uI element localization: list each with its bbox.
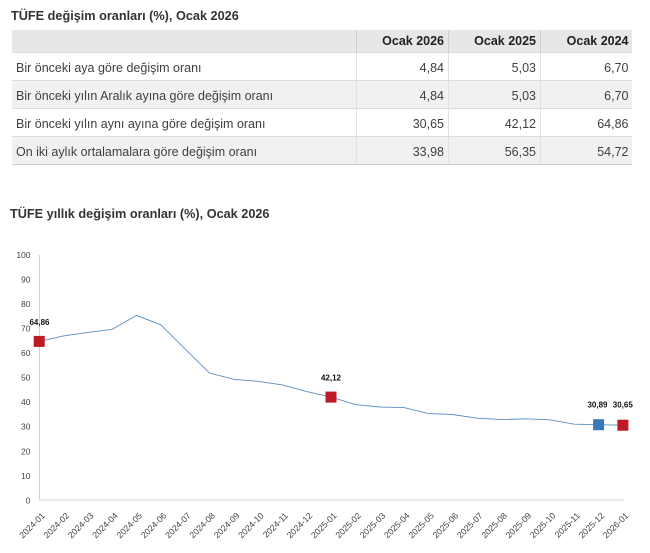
svg-text:64,86: 64,86 xyxy=(29,318,50,327)
svg-text:2024-12: 2024-12 xyxy=(285,510,315,540)
svg-text:2025-07: 2025-07 xyxy=(455,510,485,540)
svg-text:30,89: 30,89 xyxy=(587,400,608,409)
svg-text:2025-01: 2025-01 xyxy=(309,510,339,540)
svg-text:2025-02: 2025-02 xyxy=(333,510,363,540)
svg-text:90: 90 xyxy=(21,275,31,285)
svg-text:80: 80 xyxy=(21,299,31,309)
svg-text:2025-05: 2025-05 xyxy=(406,510,436,540)
svg-text:2024-04: 2024-04 xyxy=(90,510,120,540)
svg-text:2026-01: 2026-01 xyxy=(601,510,631,540)
svg-text:2024-08: 2024-08 xyxy=(187,510,217,540)
svg-text:2024-02: 2024-02 xyxy=(41,510,71,540)
svg-text:70: 70 xyxy=(21,324,31,334)
svg-text:2025-03: 2025-03 xyxy=(358,510,388,540)
svg-text:42,12: 42,12 xyxy=(321,373,342,382)
svg-text:2024-05: 2024-05 xyxy=(114,510,144,540)
svg-text:10: 10 xyxy=(21,471,31,481)
svg-text:2024-07: 2024-07 xyxy=(163,510,193,540)
svg-text:2025-12: 2025-12 xyxy=(577,510,607,540)
svg-text:2024-09: 2024-09 xyxy=(212,510,242,540)
svg-text:2024-01: 2024-01 xyxy=(17,510,47,540)
svg-text:0: 0 xyxy=(26,495,31,505)
svg-text:60: 60 xyxy=(21,348,31,358)
svg-text:2025-08: 2025-08 xyxy=(479,510,509,540)
svg-text:2025-04: 2025-04 xyxy=(382,510,412,540)
svg-text:30: 30 xyxy=(21,422,31,432)
svg-text:50: 50 xyxy=(21,373,31,383)
svg-text:30,65: 30,65 xyxy=(613,400,634,409)
svg-text:100: 100 xyxy=(16,250,30,260)
svg-text:2024-10: 2024-10 xyxy=(236,510,266,540)
svg-text:40: 40 xyxy=(21,397,31,407)
svg-text:2025-10: 2025-10 xyxy=(528,510,558,540)
svg-text:2024-06: 2024-06 xyxy=(139,510,169,540)
svg-text:20: 20 xyxy=(21,446,31,456)
svg-text:2024-03: 2024-03 xyxy=(66,510,96,540)
svg-text:2025-06: 2025-06 xyxy=(431,510,461,540)
svg-text:2025-09: 2025-09 xyxy=(504,510,534,540)
